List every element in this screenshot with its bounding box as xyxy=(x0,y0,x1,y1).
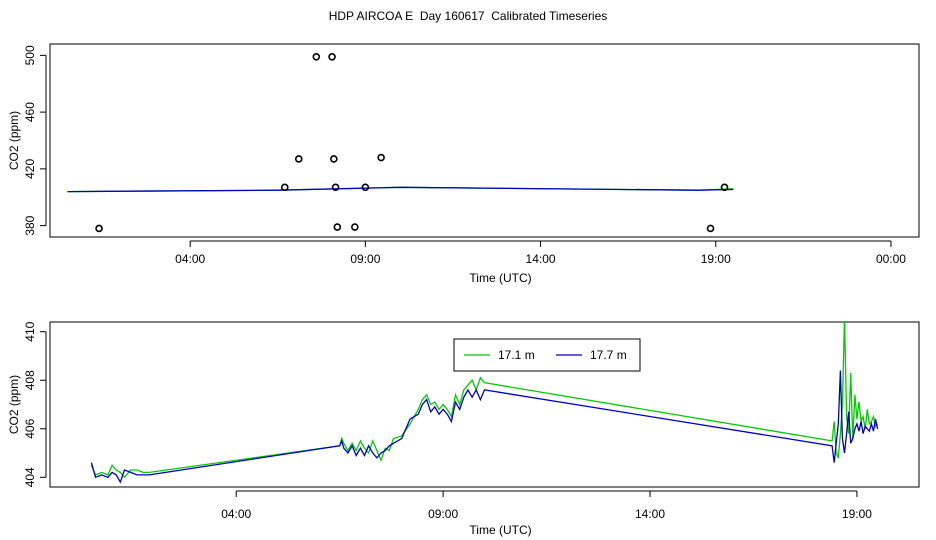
legend-label: 17.1 m xyxy=(498,348,535,362)
x-tick-label: 14:00 xyxy=(635,507,665,521)
x-axis-title: Time (UTC) xyxy=(469,523,531,537)
top-panel: 04:00 09:00 14:00 19:00 00:00 380 420 460 500 Tim… xyxy=(7,43,920,285)
x-tick-label: 00:00 xyxy=(876,252,906,266)
x-tick-label: 04:00 xyxy=(221,507,251,521)
data-point xyxy=(330,155,338,163)
y-axis-title: CO2 (ppm) xyxy=(7,375,21,434)
data-point xyxy=(280,183,289,192)
data-point xyxy=(361,183,370,192)
data-point xyxy=(331,183,340,192)
data-point xyxy=(377,153,385,162)
series-line-17-7-m xyxy=(90,370,879,484)
x-tick-label: 19:00 xyxy=(701,252,731,266)
y-tick-label: 408 xyxy=(23,370,37,390)
data-point xyxy=(333,223,342,231)
data-point xyxy=(312,52,321,61)
y-axis-title: CO2 (ppm) xyxy=(7,111,21,170)
plot-frame xyxy=(49,43,920,238)
plot-frame xyxy=(49,321,920,488)
series-line-17-1-m xyxy=(90,322,879,479)
x-tick-label: 09:00 xyxy=(428,507,458,521)
data-point xyxy=(720,183,729,192)
series-line-17-7-m xyxy=(67,186,734,193)
x-axis-title: Time (UTC) xyxy=(469,271,531,285)
x-tick-label: 19:00 xyxy=(842,507,872,521)
data-point xyxy=(294,155,303,163)
y-tick-label: 406 xyxy=(23,418,37,438)
data-point xyxy=(351,223,359,231)
y-tick-label: 404 xyxy=(23,467,37,487)
x-tick-label: 09:00 xyxy=(350,252,380,266)
data-point xyxy=(706,224,715,233)
chart-title: HDP AIRCOA E Day 160617 Calibrated Times… xyxy=(328,9,608,23)
x-tick-label: 14:00 xyxy=(526,252,556,266)
y-tick-label: 380 xyxy=(23,215,37,235)
data-point xyxy=(95,224,103,233)
bottom-panel: 04:00 09:00 14:00 19:00 404 406 408 410 Time (UT… xyxy=(7,321,920,537)
y-tick-label: 500 xyxy=(23,45,37,65)
legend-label: 17.7 m xyxy=(590,348,627,362)
y-tick-label: 420 xyxy=(23,159,37,179)
data-point xyxy=(328,52,336,61)
y-tick-label: 410 xyxy=(23,321,37,341)
x-tick-label: 04:00 xyxy=(175,252,205,266)
y-tick-label: 460 xyxy=(23,102,37,122)
